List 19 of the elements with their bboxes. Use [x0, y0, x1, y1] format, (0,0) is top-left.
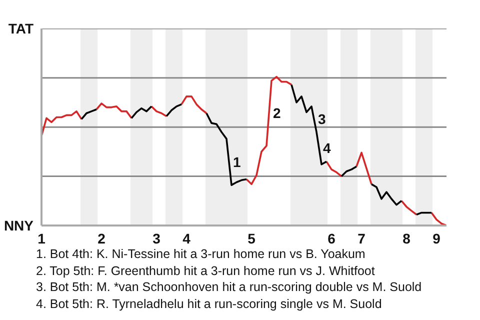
annotation: 3	[318, 111, 326, 128]
x-tick-label: 1	[38, 230, 46, 246]
annotation: 4	[323, 140, 331, 156]
text: 1. Bot 4th: K. Ni-Tessine hit a 3-run home run vs B. Yoakum	[36, 246, 366, 262]
x-tick-label: 7	[358, 230, 366, 246]
text: 2. Top 5th: F. Greenthumb hit a 3-run home run vs J. Whitfoot	[36, 262, 376, 279]
x-tick-label: 6	[328, 230, 336, 246]
x-tick-label: 5	[248, 230, 256, 246]
text: 4. Bot 5th: R. Tyrneladhelu hit a run-scoring single vs M. Suold	[36, 296, 383, 312]
annotation: 2	[273, 105, 281, 122]
x-tick-label: 3	[152, 230, 161, 246]
text: 3. Bot 5th: M. *van Schoonhoven hit a run-scoring double vs M. Suold	[36, 279, 422, 296]
x-tick-label: 2	[98, 230, 106, 246]
x-tick-label: 9	[432, 230, 441, 246]
text: TAT	[8, 20, 34, 36]
x-tick-label: 8	[402, 230, 411, 246]
annotation: 1	[233, 154, 241, 170]
text: NNY	[4, 218, 34, 234]
x-tick-label: 4	[182, 230, 191, 246]
